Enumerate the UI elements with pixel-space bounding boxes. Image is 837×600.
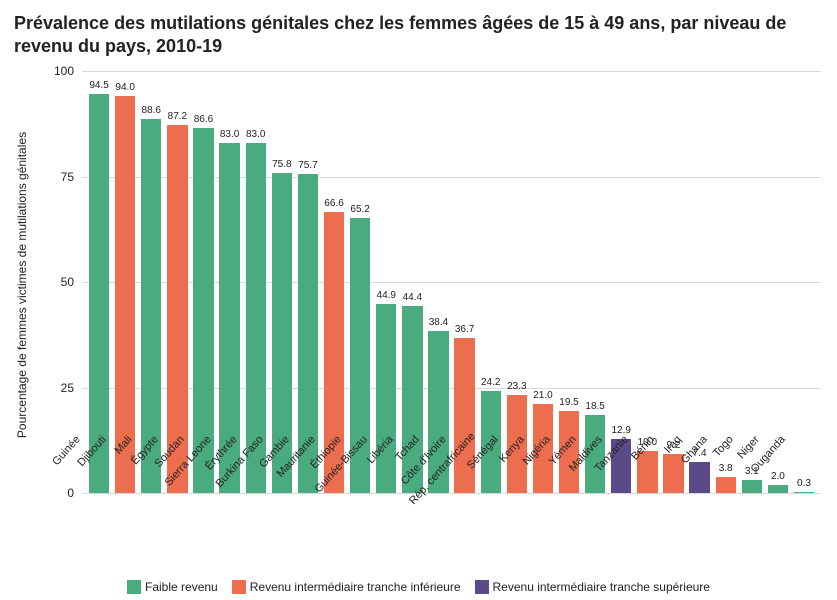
bar-value-label: 86.6 — [194, 114, 213, 125]
x-label-slot: Soudan — [190, 493, 216, 573]
bar-slot: 65.2 — [347, 71, 373, 493]
y-axis-label: Pourcentage de femmes victimes de mutila… — [15, 132, 29, 438]
bar-slot: 86.6 — [190, 71, 216, 493]
bar-slot: 44.4 — [399, 71, 425, 493]
bar-slot: 10.0 — [634, 71, 660, 493]
x-label-slot: Iraq — [687, 493, 713, 573]
bars-group: 94.5 94.0 88.6 87.2 86.6 83.0 83.0 75.8 75.7 66.6… — [82, 71, 821, 493]
bar-slot: 9.2 — [660, 71, 686, 493]
legend-label: Revenu intermédiaire tranche inférieure — [250, 580, 461, 594]
bar-slot: 44.9 — [373, 71, 399, 493]
legend-label: Faible revenu — [145, 580, 218, 594]
bar-slot: 12.9 — [608, 71, 634, 493]
bar: 2.0 — [768, 485, 788, 493]
bar-value-label: 18.5 — [585, 401, 604, 412]
bar-slot: 94.0 — [112, 71, 138, 493]
bar-value-label: 88.6 — [142, 105, 161, 116]
x-label-slot: Libéria — [399, 493, 425, 573]
bar-value-label: 24.2 — [481, 377, 500, 388]
x-axis-labels: GuinéeDjiboutiMaliÉgypteSoudanSierra Leo… — [82, 493, 821, 573]
chart-container: Prévalence des mutilations génitales che… — [0, 0, 837, 600]
plot-area: 0255075100 94.594.088.687.286.683.083.07… — [82, 71, 821, 493]
bar-slot: 3.1 — [739, 71, 765, 493]
bar-value-label: 19.5 — [559, 397, 578, 408]
bar-value-label: 2.0 — [771, 471, 785, 482]
bar-value-label: 75.7 — [298, 160, 317, 171]
y-tick-label: 50 — [61, 275, 74, 289]
bar-slot: 0.3 — [791, 71, 817, 493]
bar-slot: 87.2 — [164, 71, 190, 493]
bar-value-label: 0.3 — [797, 478, 811, 489]
bar-value-label: 23.3 — [507, 381, 526, 392]
chart-title: Prévalence des mutilations génitales che… — [10, 12, 827, 57]
bar-slot: 36.7 — [452, 71, 478, 493]
bar-slot: 7.4 — [687, 71, 713, 493]
legend: Faible revenu Revenu intermédiaire tranch… — [0, 580, 837, 594]
legend-swatch — [232, 580, 246, 594]
bar-value-label: 83.0 — [246, 129, 265, 140]
bar-value-label: 75.8 — [272, 159, 291, 170]
x-label-slot: Sierra Leone — [217, 493, 243, 573]
y-tick-label: 25 — [61, 381, 74, 395]
bar-value-label: 83.0 — [220, 129, 239, 140]
bar-slot: 38.4 — [425, 71, 451, 493]
legend-item: Faible revenu — [127, 580, 218, 594]
bar-value-label: 44.9 — [377, 290, 396, 301]
bar-slot: 2.0 — [765, 71, 791, 493]
bar-value-label: 21.0 — [533, 390, 552, 401]
bar-slot: 3.8 — [713, 71, 739, 493]
x-label-slot: Tanzanie — [634, 493, 660, 573]
x-label-slot: Ouganda — [791, 493, 817, 573]
bar-value-label: 94.5 — [89, 80, 108, 91]
bar-value-label: 65.2 — [350, 204, 369, 215]
bar-slot: 83.0 — [243, 71, 269, 493]
bar-slot: 24.2 — [478, 71, 504, 493]
plot-wrap: Pourcentage de femmes victimes de mutila… — [58, 63, 821, 493]
bar-value-label: 38.4 — [429, 317, 448, 328]
bar-slot: 88.6 — [138, 71, 164, 493]
legend-swatch — [127, 580, 141, 594]
bar-value-label: 94.0 — [115, 82, 134, 93]
bar-value-label: 66.6 — [324, 198, 343, 209]
x-label-slot: Togo — [739, 493, 765, 573]
bar-slot: 83.0 — [217, 71, 243, 493]
x-label-slot: Niger — [765, 493, 791, 573]
x-label-slot: Guinée-Bissau — [373, 493, 399, 573]
legend-swatch — [475, 580, 489, 594]
x-label-slot: Bénin — [660, 493, 686, 573]
bar-slot: 18.5 — [582, 71, 608, 493]
x-label-slot: Côte d'Ivoire — [452, 493, 478, 573]
bar-value-label: 87.2 — [168, 111, 187, 122]
bar-slot: 19.5 — [556, 71, 582, 493]
legend-label: Revenu intermédiaire tranche supérieure — [493, 580, 710, 594]
x-label-slot: Mali — [138, 493, 164, 573]
legend-item: Revenu intermédiaire tranche inférieure — [232, 580, 461, 594]
bar-value-label: 44.4 — [403, 292, 422, 303]
x-label-slot: Maldives — [608, 493, 634, 573]
legend-item: Revenu intermédiaire tranche supérieure — [475, 580, 710, 594]
bar-slot: 23.3 — [504, 71, 530, 493]
x-label-slot: Tchad — [425, 493, 451, 573]
x-label-slot: Égypte — [164, 493, 190, 573]
bar-value-label: 36.7 — [455, 324, 474, 335]
bar-slot: 94.5 — [86, 71, 112, 493]
y-tick-label: 100 — [54, 64, 74, 78]
bar-slot: 66.6 — [321, 71, 347, 493]
y-tick-label: 75 — [61, 170, 74, 184]
bar-slot: 75.7 — [295, 71, 321, 493]
bar-slot: 75.8 — [269, 71, 295, 493]
bar-slot: 21.0 — [530, 71, 556, 493]
